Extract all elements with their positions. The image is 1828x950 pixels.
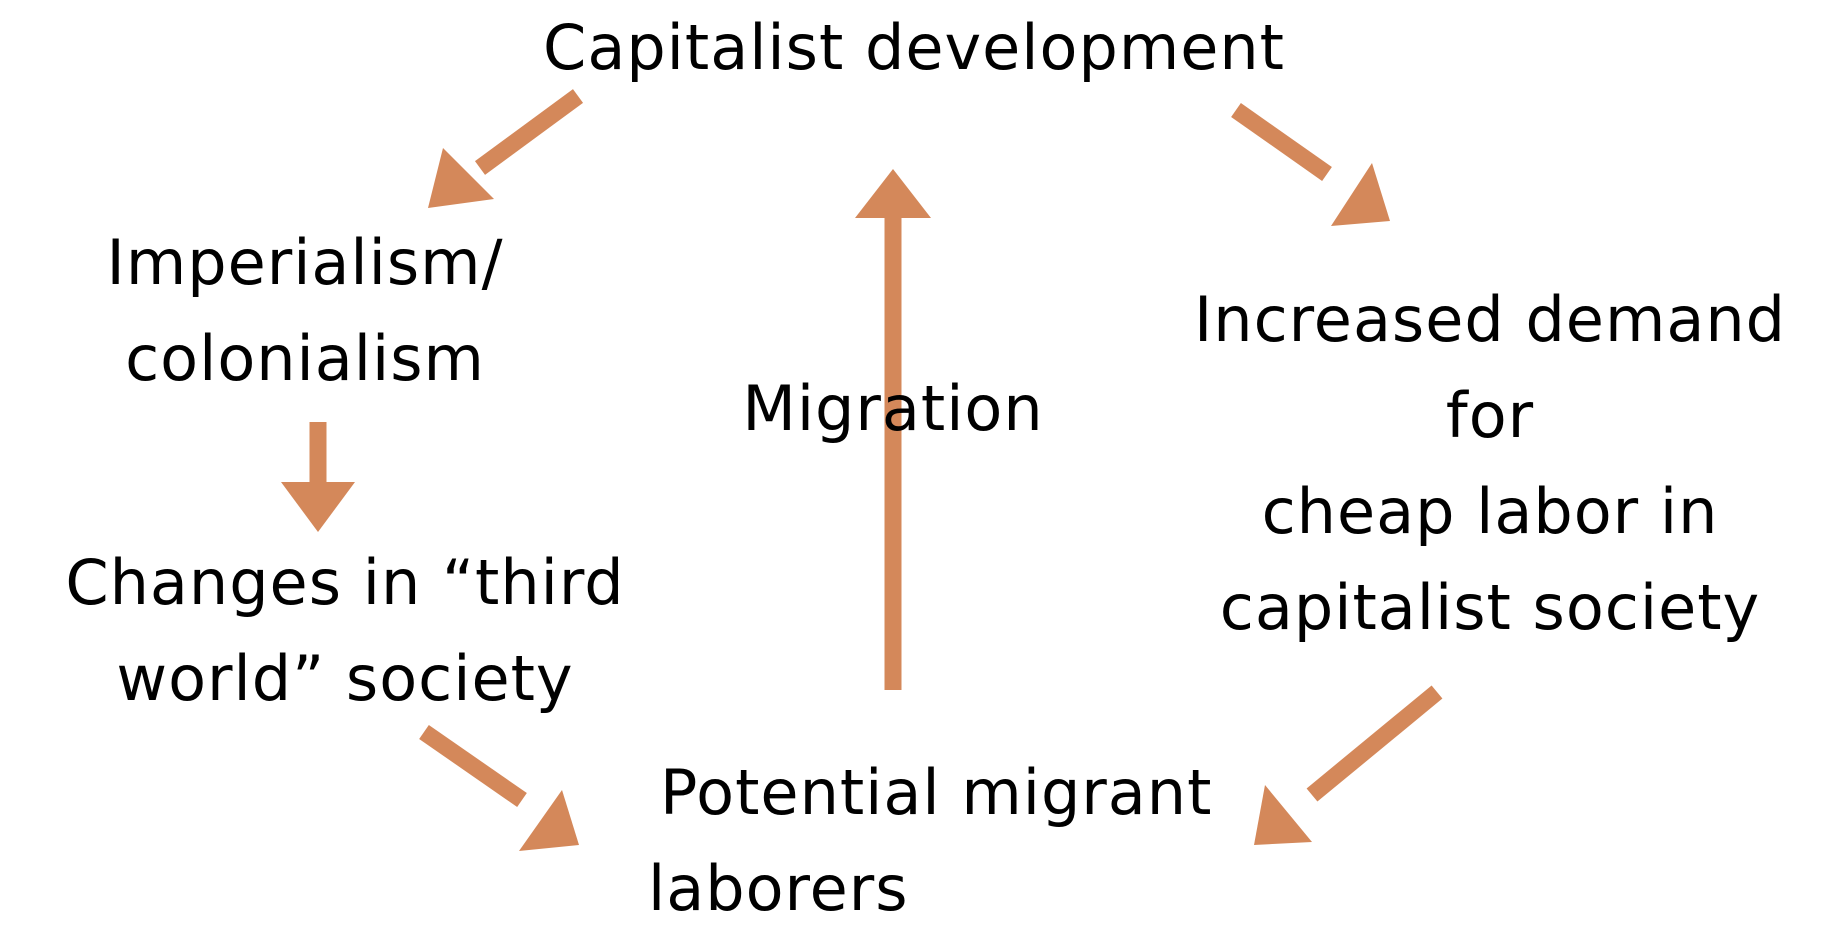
arrow-capitalism-to-demand [1231, 103, 1390, 226]
node-line: for [1445, 379, 1535, 452]
node-line: world” society [116, 642, 574, 715]
node-potential-migrant-laborers: Potential migrant laborers [648, 745, 1213, 937]
arrow-capitalism-to-imperialism [428, 89, 584, 208]
arrow-migration-up [855, 169, 931, 690]
node-line: Potential migrant [660, 756, 1213, 829]
arrow-changes-to-migrants [419, 725, 579, 851]
node-increased-demand: Increased demand for cheap labor in capi… [1180, 272, 1800, 656]
node-line: cheap labor in [1261, 475, 1719, 548]
node-line: Capitalist development [543, 11, 1285, 84]
node-capitalist-development: Capitalist development [454, 0, 1374, 96]
node-imperialism-colonialism: Imperialism/ colonialism [60, 215, 550, 407]
arrow-imperialism-to-changes [281, 422, 355, 532]
node-line: Migration [742, 372, 1044, 445]
node-line: Imperialism/ [106, 226, 504, 299]
node-line: Changes in “third [65, 546, 625, 619]
node-third-world-changes: Changes in “third world” society [50, 535, 640, 727]
node-line: capitalist society [1219, 571, 1761, 644]
node-line: laborers [648, 852, 909, 925]
node-line: colonialism [125, 322, 485, 395]
node-line: Increased demand [1194, 283, 1786, 356]
node-migration: Migration [728, 361, 1058, 457]
arrow-demand-to-migrants [1254, 685, 1443, 845]
